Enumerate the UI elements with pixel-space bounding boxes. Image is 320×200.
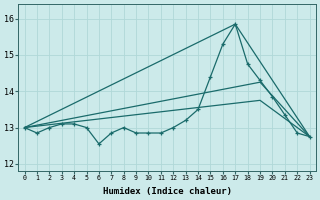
- X-axis label: Humidex (Indice chaleur): Humidex (Indice chaleur): [103, 187, 232, 196]
